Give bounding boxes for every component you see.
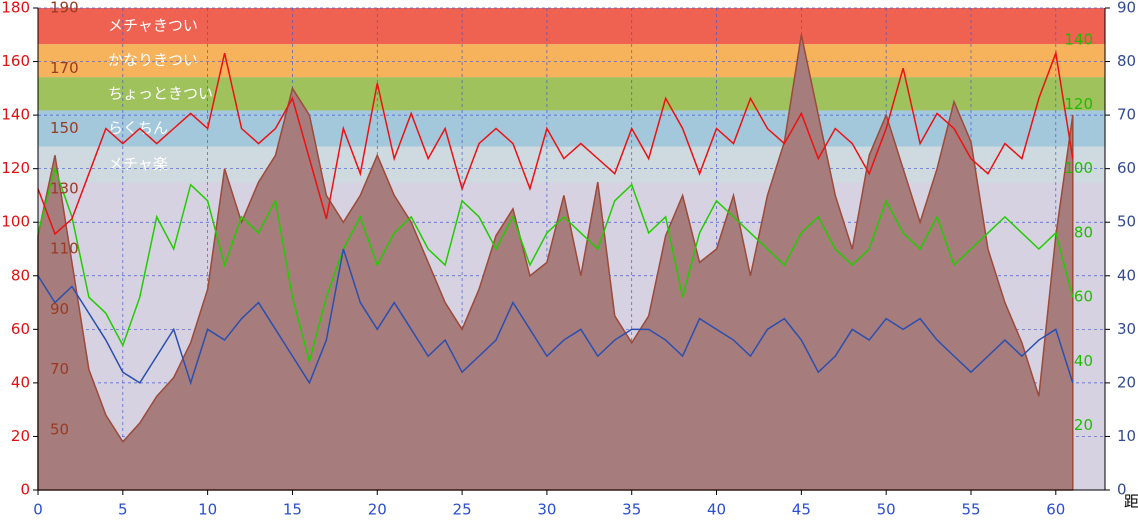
cadence-tick-label: 80 — [1074, 223, 1093, 241]
x-tick-label: 25 — [453, 501, 472, 519]
y2-tick-label: 60 — [1117, 159, 1136, 177]
x-tick-label: 5 — [118, 501, 128, 519]
y-tick-label: 40 — [11, 373, 30, 391]
cadence-tick-label: 20 — [1074, 416, 1093, 434]
x-tick-label: 55 — [961, 501, 980, 519]
hr-tick-label: 50 — [50, 420, 69, 438]
zone-label: ちょっときつい — [108, 84, 213, 102]
hr-tick-label: 130 — [50, 179, 79, 197]
zone-label: かなりきつい — [108, 51, 198, 69]
series-line — [37, 50, 1074, 236]
y2-tick-label: 90 — [1117, 0, 1136, 17]
zone-label: メチャ楽 — [108, 155, 168, 173]
cadence-tick-label: 40 — [1074, 352, 1093, 370]
cadence-tick-label: 60 — [1074, 288, 1093, 306]
y-tick-label: 80 — [11, 266, 30, 284]
x-tick-label: 30 — [537, 501, 556, 519]
hr-zone — [38, 110, 1105, 147]
x-tick-label: 40 — [707, 501, 726, 519]
y-tick-label: 60 — [11, 320, 30, 338]
y2-tick-label: 10 — [1117, 427, 1136, 445]
y-tick-label: 20 — [11, 427, 30, 445]
y2-tick-label: 0 — [1117, 481, 1127, 499]
x-tick-label: 15 — [283, 501, 302, 519]
y-tick-label: 120 — [1, 159, 30, 177]
x-tick-label: 20 — [368, 501, 387, 519]
cadence-tick-label: 100 — [1064, 159, 1093, 177]
y-tick-label: 140 — [1, 106, 30, 124]
y-tick-label: 100 — [1, 213, 30, 231]
y-tick-label: 0 — [20, 481, 30, 499]
y2-tick-label: 70 — [1117, 106, 1136, 124]
hr-tick-label: 150 — [50, 119, 79, 137]
x-tick-label: 10 — [198, 501, 217, 519]
zone-label: らくちん — [108, 119, 168, 137]
x-tick-label: 0 — [33, 501, 43, 519]
y2-tick-label: 80 — [1117, 52, 1136, 70]
cadence-tick-label: 140 — [1064, 31, 1093, 49]
series-line — [37, 166, 1074, 365]
series-line — [37, 248, 1074, 386]
hr-zone — [38, 44, 1105, 78]
y2-tick-label: 50 — [1117, 213, 1136, 231]
y2-tick-label: 40 — [1117, 266, 1136, 284]
hr-tick-label: 90 — [50, 300, 69, 318]
hr-zone — [38, 8, 1105, 45]
y2-tick-label: 20 — [1117, 373, 1136, 391]
hr-tick-label: 110 — [50, 240, 79, 258]
x-axis-label: 距離 — [1124, 493, 1138, 511]
x-tick-label: 35 — [622, 501, 641, 519]
hr-tick-label: 70 — [50, 360, 69, 378]
x-tick-label: 60 — [1046, 501, 1065, 519]
hr-tick-label: 170 — [50, 59, 79, 77]
y-tick-label: 180 — [1, 0, 30, 17]
y-tick-label: 160 — [1, 52, 30, 70]
zone-label: メチャきつい — [108, 17, 198, 35]
x-tick-label: 45 — [792, 501, 811, 519]
x-tick-label: 50 — [877, 501, 896, 519]
y2-tick-label: 30 — [1117, 320, 1136, 338]
hr-tick-label: 190 — [50, 0, 79, 17]
cadence-tick-label: 120 — [1064, 95, 1093, 113]
